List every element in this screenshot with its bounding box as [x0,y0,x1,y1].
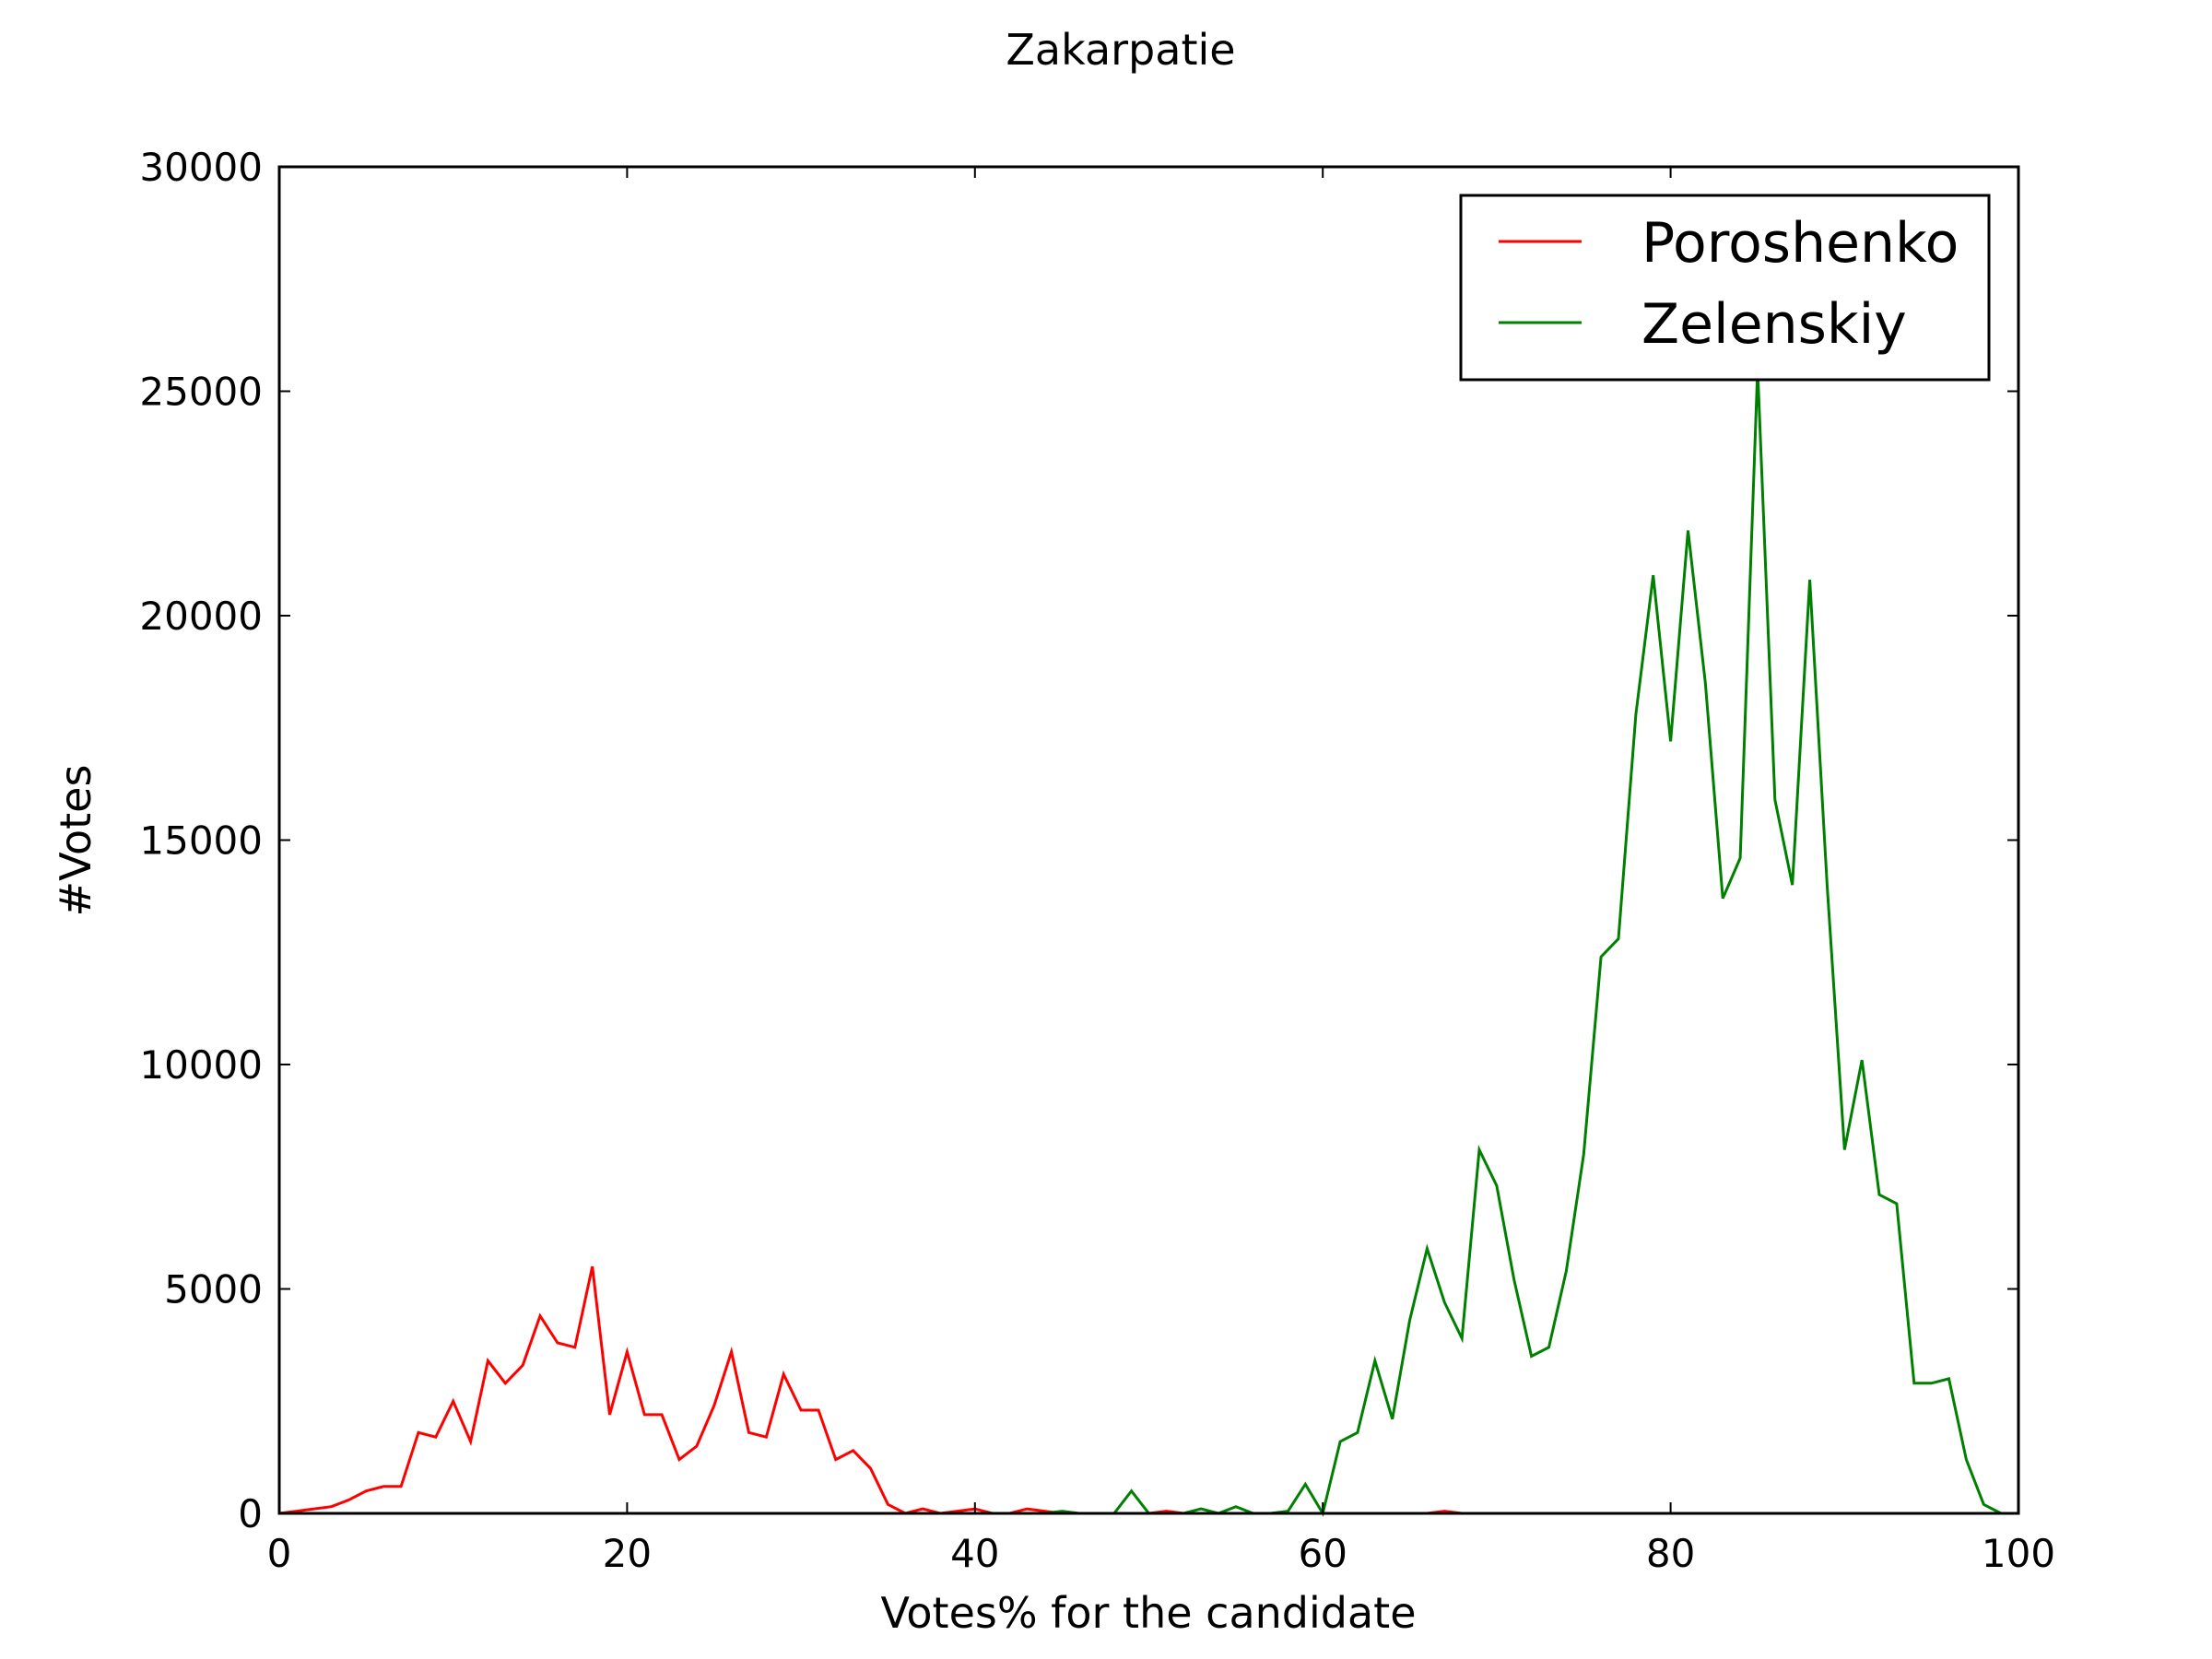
legend-label-poroshenko: Poroshenko [1641,211,1959,276]
x-tick-label: 100 [1982,1531,2055,1576]
legend-label-zelenskiy: Zelenskiy [1641,292,1907,357]
legend: Poroshenko Zelenskiy [1459,194,1991,382]
x-axis-ticks: 0 20 40 60 80 100 [267,167,2055,1576]
y-axis-label: #Votes [51,765,100,917]
y-tick-label: 5000 [164,1267,263,1312]
x-tick-label: 60 [1298,1531,1347,1576]
x-axis-label: Votes% for the candidate [881,1588,1417,1638]
y-tick-label: 25000 [139,370,263,415]
x-tick-label: 20 [603,1531,652,1576]
chart-title: Zakarpatie [1006,25,1235,75]
x-tick-label: 40 [950,1531,999,1576]
legend-frame [1459,194,1991,382]
x-tick-label: 80 [1646,1531,1695,1576]
x-tick-label: 0 [267,1531,292,1576]
y-tick-label: 10000 [139,1042,263,1088]
y-tick-label: 20000 [139,594,263,639]
y-tick-label: 0 [238,1491,263,1536]
y-tick-label: 30000 [139,145,263,190]
y-axis-ticks: 0 5000 10000 15000 20000 25000 30000 [139,145,2018,1536]
y-tick-label: 15000 [139,818,263,864]
plot-background [279,167,2018,1513]
